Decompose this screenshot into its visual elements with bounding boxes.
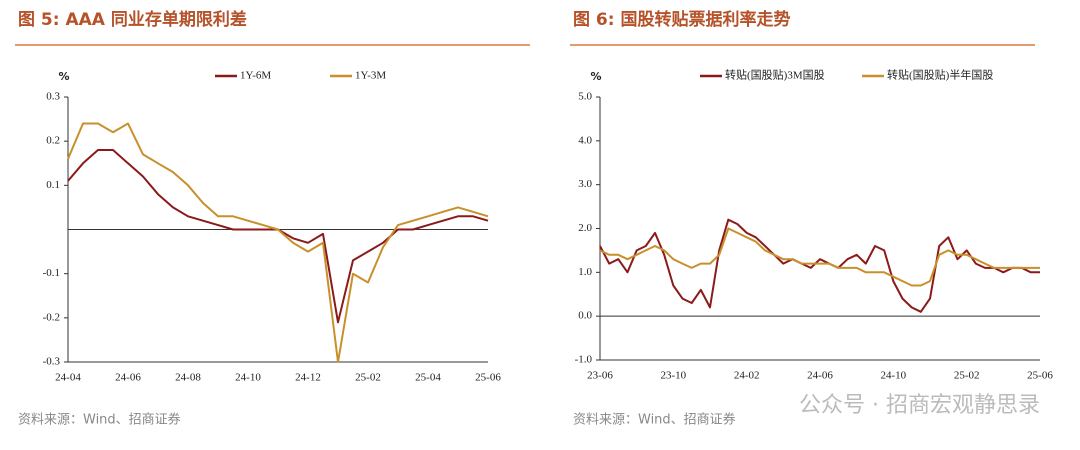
source-note: 资料来源：Wind、招商证券 (573, 412, 736, 428)
legend-label: 1Y-6M (240, 70, 271, 82)
y-unit: % (590, 70, 601, 83)
x-tick-label: 25-02 (355, 372, 381, 384)
figure-title: 图 5: AAA 同业存单期限利差 (18, 9, 247, 30)
x-tick-label: 25-04 (415, 372, 441, 384)
series-line (67, 149, 489, 324)
x-tick-label: 24-08 (175, 372, 201, 384)
figure-title: 图 6: 国股转贴票据利率走势 (573, 9, 790, 30)
series-line (599, 218, 1040, 313)
y-tick-label: -0.3 (43, 356, 61, 368)
y-tick-label: -1.0 (575, 354, 593, 366)
source-note: 资料来源：Wind、招商证券 (18, 412, 181, 428)
y-tick-label: -0.1 (43, 267, 60, 279)
y-tick-label: 0.3 (46, 91, 60, 103)
y-tick-label: 4.0 (578, 134, 592, 146)
x-tick-label: 24-04 (55, 372, 81, 384)
series-line (599, 227, 1040, 287)
legend-label: 转贴(国股贴)3M国股 (725, 68, 825, 82)
watermark: 公众号 · 招商宏观静思录 (799, 393, 1040, 418)
x-tick-label: 25-06 (1027, 370, 1053, 382)
x-tick-label: 24-12 (295, 372, 321, 384)
y-tick-label: 0.1 (46, 179, 60, 191)
x-tick-label: 24-06 (807, 370, 833, 382)
x-tick-label: 25-02 (954, 370, 980, 382)
series-line (67, 122, 489, 363)
y-tick-label: 0.0 (578, 310, 592, 322)
y-tick-label: 0.2 (46, 135, 60, 147)
x-tick-label: 24-06 (115, 372, 141, 384)
x-tick-label: 24-10 (235, 372, 261, 384)
x-tick-label: 23-10 (660, 370, 686, 382)
x-tick-label: 24-02 (734, 370, 760, 382)
legend-label: 1Y-3M (355, 70, 386, 82)
y-tick-label: 1.0 (578, 266, 592, 278)
y-tick-label: 2.0 (578, 222, 592, 234)
x-tick-label: 23-06 (587, 370, 613, 382)
x-tick-label: 25-06 (475, 372, 501, 384)
y-unit: % (58, 70, 69, 83)
y-tick-label: 3.0 (578, 178, 592, 190)
x-tick-label: 24-10 (880, 370, 906, 382)
legend-label: 转贴(国股贴)半年国股 (887, 68, 993, 82)
y-tick-label: 5.0 (578, 91, 592, 103)
y-tick-label: -0.2 (43, 311, 60, 323)
